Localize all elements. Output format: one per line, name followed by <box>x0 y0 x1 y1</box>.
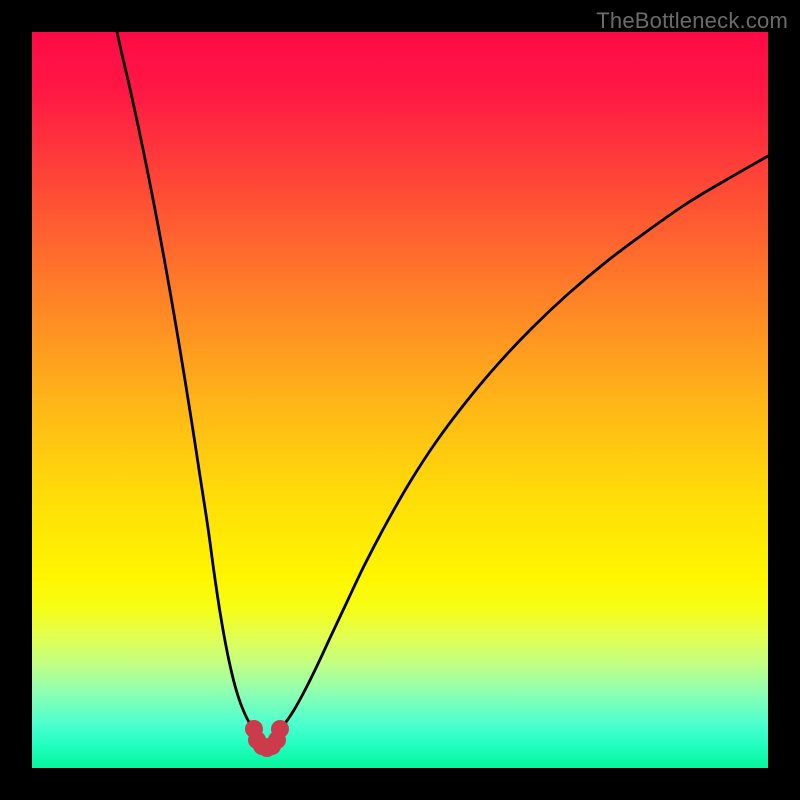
marker-point <box>271 720 289 738</box>
chart-plot-area <box>32 32 768 768</box>
chart-curve-layer <box>32 32 768 768</box>
marker-group <box>245 720 289 757</box>
curve-left-branch <box>117 32 253 728</box>
curve-right-branch <box>281 156 768 728</box>
watermark-text: TheBottleneck.com <box>596 8 788 34</box>
